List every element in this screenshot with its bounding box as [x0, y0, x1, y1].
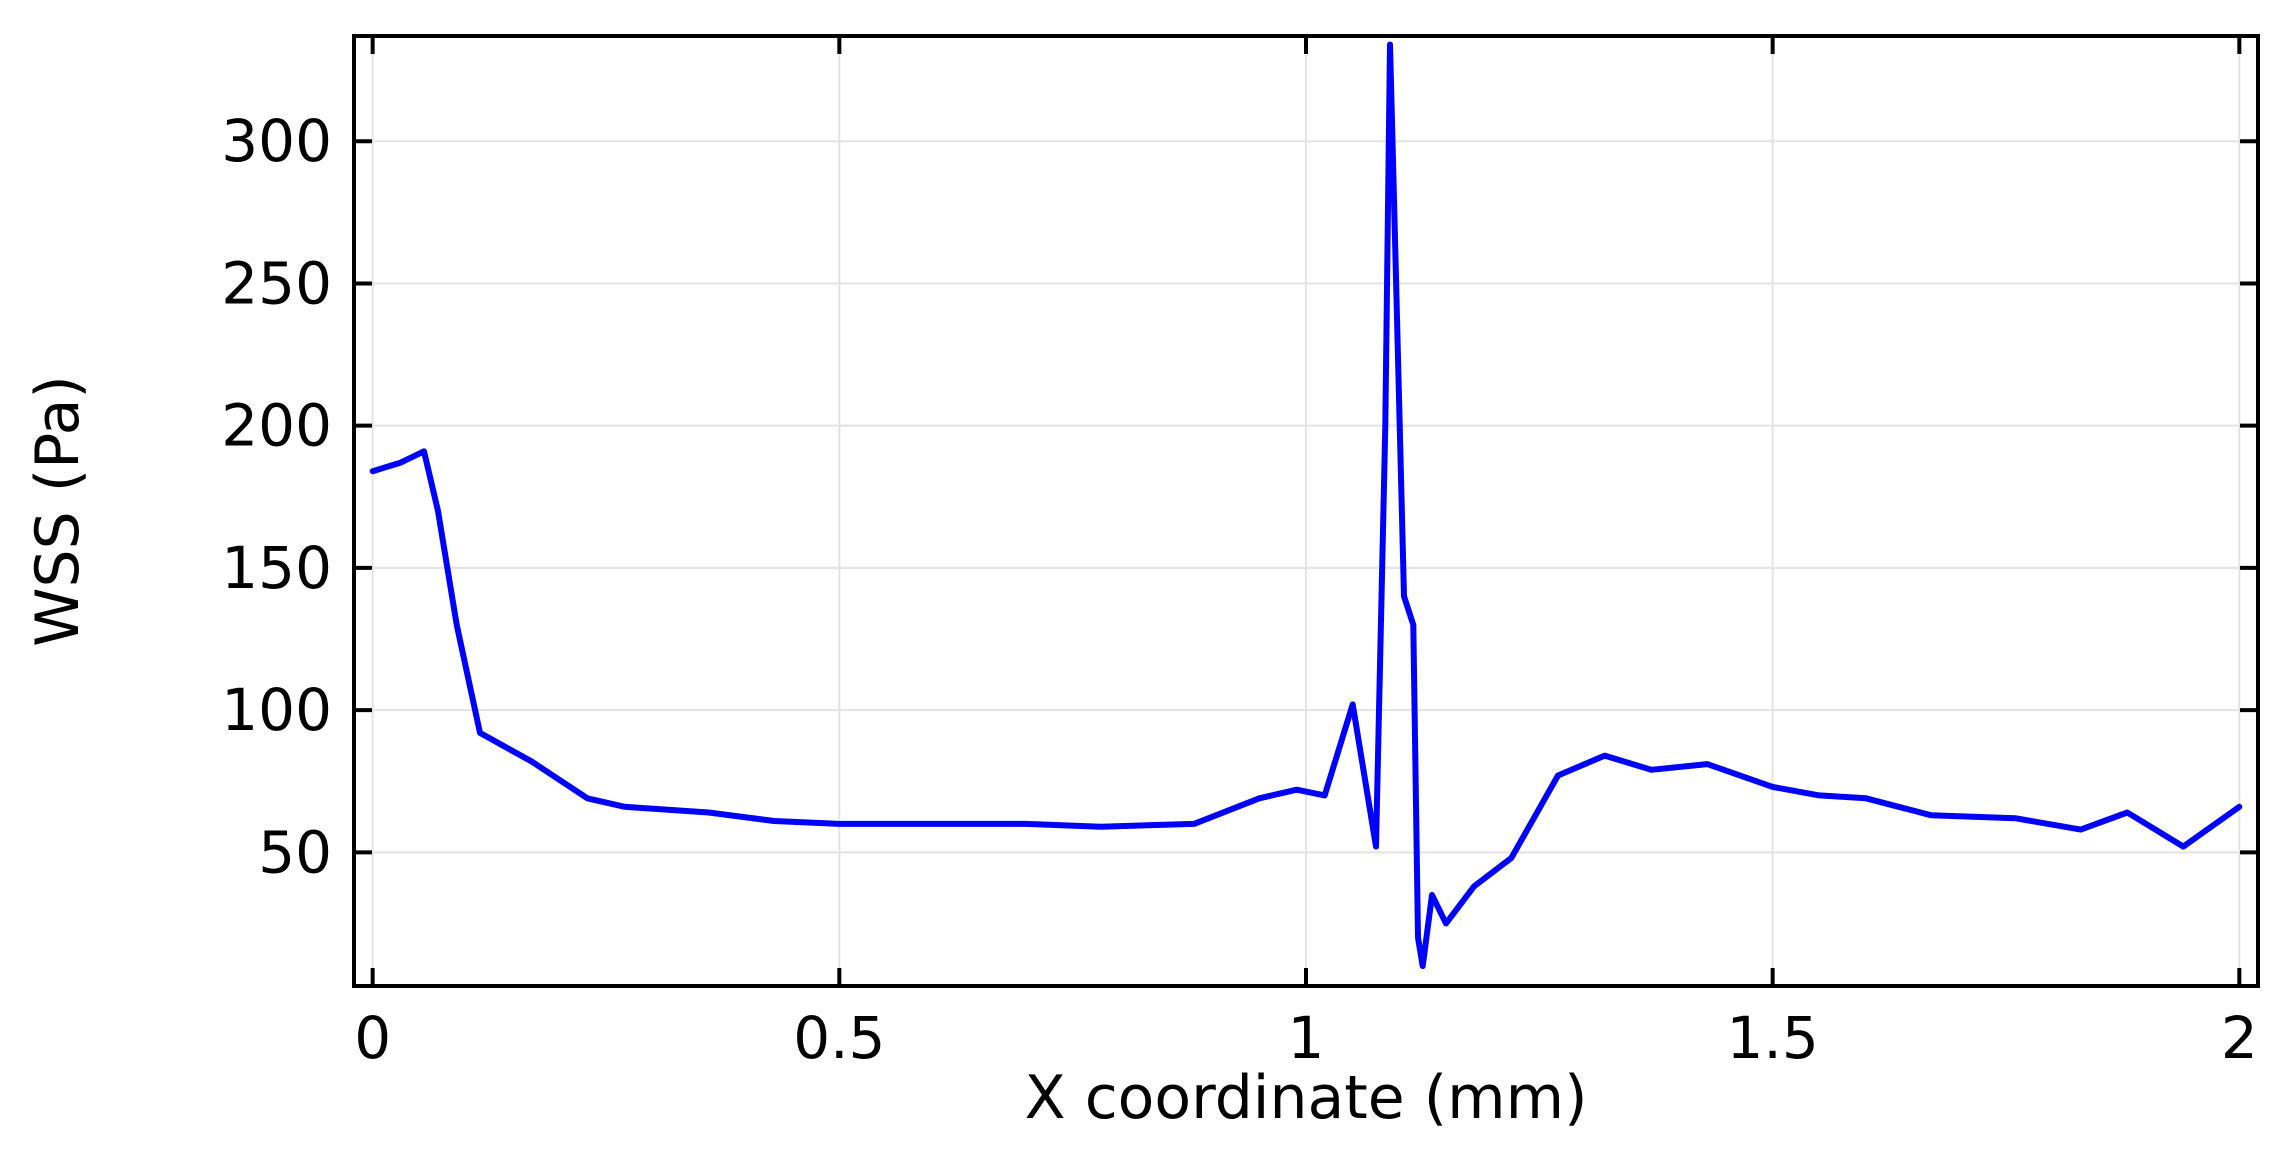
x-tick-label: 1.5: [1727, 1004, 1819, 1072]
x-tick-label: 1: [1288, 1004, 1325, 1072]
series-layer: [369, 41, 2243, 970]
y-tick-label: 100: [221, 676, 332, 744]
y-axis-title: WSS (Pa): [23, 375, 93, 647]
grid-lines: [354, 36, 2258, 986]
y-tick-label: 200: [221, 392, 332, 460]
y-tick-label: 50: [258, 818, 332, 886]
x-tick-label: 2: [2221, 1004, 2258, 1072]
y-tick-label: 150: [221, 534, 332, 602]
axis-ticks: [354, 36, 2258, 986]
wss-series-line: [369, 41, 2243, 970]
y-tick-label: 300: [221, 107, 332, 175]
x-tick-label: 0: [354, 1004, 391, 1072]
y-tick-label: 250: [221, 249, 332, 317]
x-axis-title: X coordinate (mm): [1025, 1063, 1588, 1133]
x-tick-label: 0.5: [793, 1004, 885, 1072]
